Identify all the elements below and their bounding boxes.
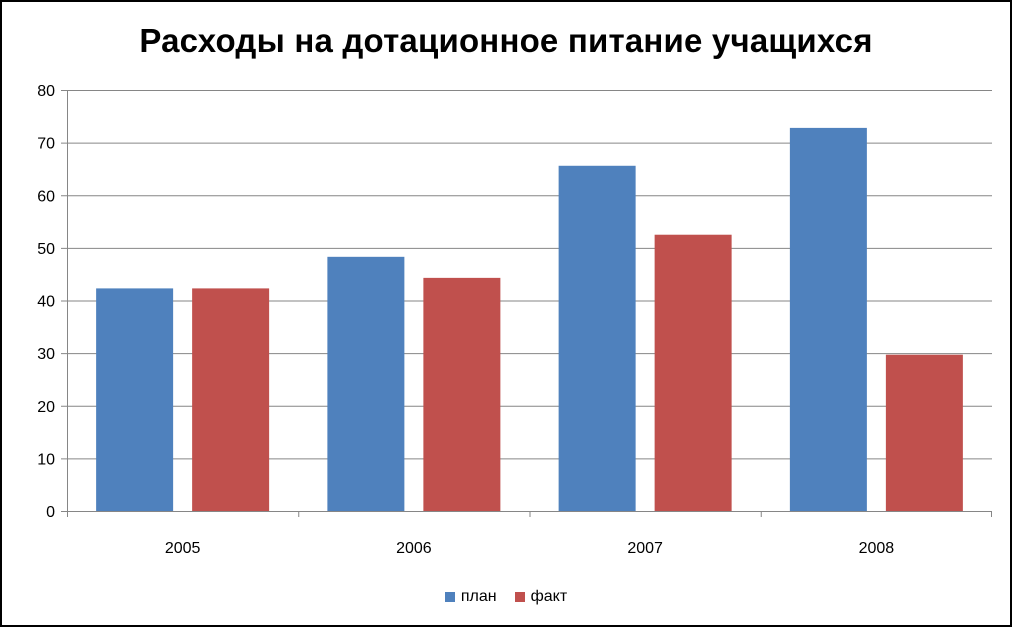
y-tick-label: 70 bbox=[37, 136, 55, 153]
x-tick-label: 2008 bbox=[859, 540, 895, 557]
chart-title: Расходы на дотационное питание учащихся bbox=[139, 22, 873, 59]
bar-план-2005 bbox=[96, 288, 174, 511]
bar-факт-2008 bbox=[885, 354, 963, 511]
y-tick-label: 0 bbox=[46, 504, 55, 521]
y-tick-label: 80 bbox=[37, 83, 55, 100]
bar-chart: 0 10 20 30 40 50 60 70 80 2005 2006 2007 2008 bbox=[37, 83, 992, 557]
legend-item-plan: план bbox=[444, 588, 497, 606]
legend-swatch-fact bbox=[514, 592, 525, 602]
x-tick-label: 2005 bbox=[165, 540, 201, 557]
bar-факт-2007 bbox=[654, 234, 732, 511]
bar-план-2007 bbox=[558, 165, 636, 511]
bar-факт-2005 bbox=[192, 288, 270, 511]
legend: план факт bbox=[2, 588, 1010, 606]
y-tick-label: 10 bbox=[37, 451, 55, 468]
y-tick-label: 40 bbox=[37, 294, 55, 311]
y-tick-label: 30 bbox=[37, 346, 55, 363]
legend-label-fact: факт bbox=[530, 588, 568, 605]
y-tick-label: 20 bbox=[37, 399, 55, 416]
bar-план-2008 bbox=[789, 127, 867, 511]
y-tick-label: 50 bbox=[37, 241, 55, 258]
legend-label-plan: план bbox=[460, 588, 497, 605]
y-tick-label: 60 bbox=[37, 188, 55, 205]
bar-факт-2006 bbox=[423, 277, 501, 511]
legend-item-fact: факт bbox=[514, 588, 568, 606]
x-tick-label: 2007 bbox=[627, 540, 663, 557]
legend-swatch-plan bbox=[444, 592, 455, 602]
x-tick-label: 2006 bbox=[396, 540, 432, 557]
bar-план-2006 bbox=[327, 256, 405, 511]
